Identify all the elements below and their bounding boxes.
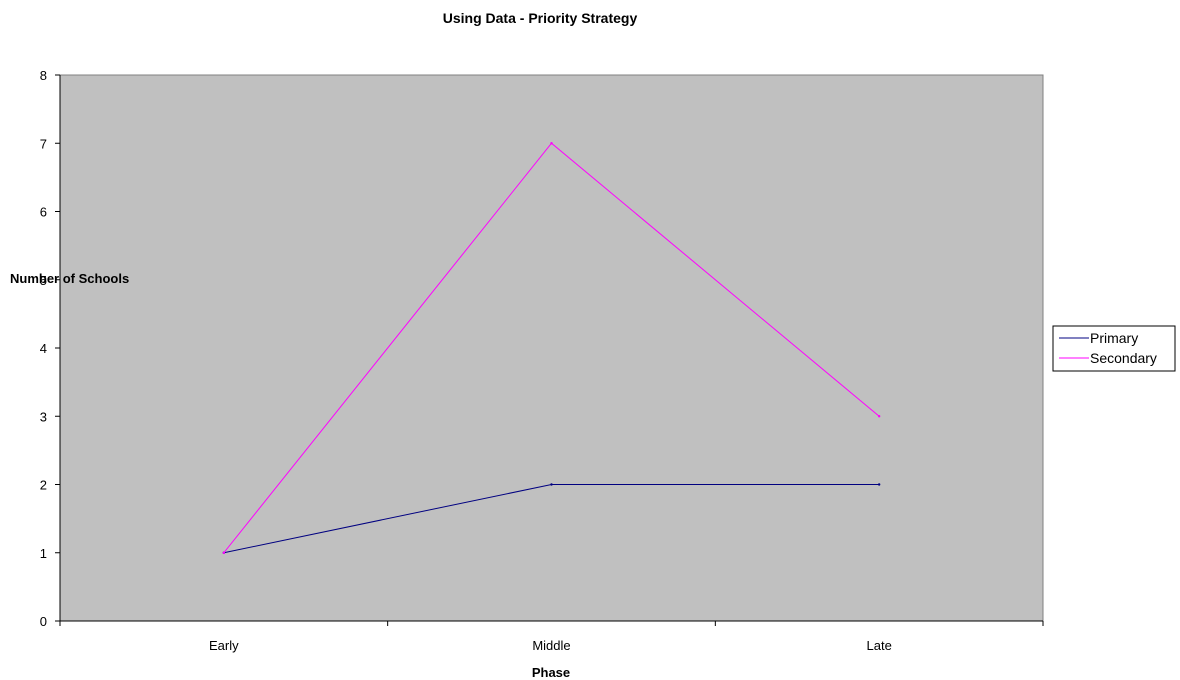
x-axis-title: Phase	[532, 665, 570, 680]
chart-title: Using Data - Priority Strategy	[443, 10, 638, 26]
data-point-secondary	[222, 551, 226, 554]
y-axis: 0 1 2 3 4 5 6 7 8	[40, 68, 61, 629]
data-point-primary	[877, 483, 881, 486]
plot-area	[59, 74, 1044, 622]
data-point-secondary	[550, 142, 553, 145]
data-point-primary	[550, 483, 553, 486]
y-axis-title: Number of Schools	[10, 271, 129, 286]
y-tick-label: 4	[40, 341, 47, 356]
x-tick-label: Early	[209, 638, 239, 653]
y-tick-label: 2	[40, 478, 47, 493]
x-tick-label: Middle	[532, 638, 570, 653]
y-tick-label: 1	[40, 546, 47, 561]
x-tick-label: Late	[867, 638, 892, 653]
x-axis: Early Middle Late	[59, 620, 1044, 653]
series-lines	[222, 142, 881, 554]
y-tick-label: 0	[40, 614, 47, 629]
legend-label-secondary: Secondary	[1090, 350, 1157, 366]
y-tick-label: 3	[40, 409, 47, 424]
y-tick-label: 5	[40, 273, 47, 288]
legend-box	[1052, 325, 1176, 372]
data-point-secondary	[877, 415, 881, 418]
y-tick-label: 6	[40, 205, 47, 220]
y-tick-label: 7	[40, 136, 47, 151]
y-tick-label: 8	[40, 68, 47, 83]
legend: Primary Secondary	[1052, 325, 1176, 372]
legend-label-primary: Primary	[1090, 330, 1138, 346]
